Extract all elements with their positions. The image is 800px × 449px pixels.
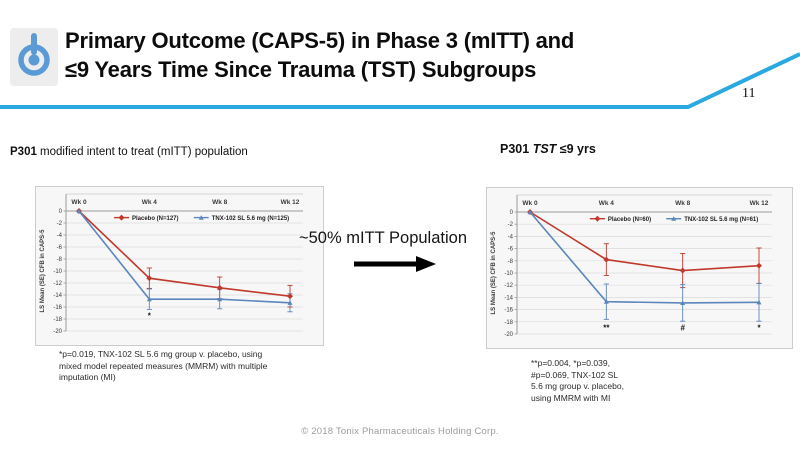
svg-text:Wk 8: Wk 8 — [212, 199, 228, 206]
svg-text:Wk 12: Wk 12 — [750, 200, 769, 207]
svg-text:-18: -18 — [504, 320, 513, 326]
svg-text:-12: -12 — [504, 283, 513, 289]
svg-text:-8: -8 — [508, 259, 514, 265]
copyright-footer: © 2018 Tonix Pharmaceuticals Holding Cor… — [301, 426, 499, 437]
right-chart-title-rest: ≤9 yrs — [556, 142, 596, 156]
svg-text:-10: -10 — [53, 269, 62, 275]
right-chart-footnote: **p=0.004, *p=0.039, #p=0.069, TNX-102 S… — [531, 358, 681, 404]
power-icon — [18, 33, 50, 76]
footnote-line: mixed model repeated measures (MMRM) wit… — [59, 360, 268, 371]
footnote-line: using MMRM with MI — [531, 392, 611, 403]
right-chart-title-emphasis: TST — [532, 142, 557, 156]
svg-text:-2: -2 — [57, 221, 63, 227]
page-title-line-2: ≤9 Years Time Since Trauma (TST) Subgrou… — [65, 57, 537, 82]
footnote-line: *p=0.019, TNX-102 SL 5.6 mg group v. pla… — [59, 349, 263, 359]
svg-text:*: * — [148, 312, 152, 321]
svg-text:-10: -10 — [504, 271, 513, 277]
svg-text:-16: -16 — [504, 308, 513, 314]
right-chart-title-prefix: P301 — [500, 142, 530, 156]
header-accent-line — [0, 52, 800, 109]
svg-text:-6: -6 — [57, 245, 63, 251]
svg-text:-14: -14 — [504, 295, 513, 301]
tst-chart: Wk 0 Wk 4 Wk 8 Wk 12 0 -2 -4 -6 -8 -10 -12 -14 -16 -1… — [486, 187, 793, 349]
svg-text:0: 0 — [510, 210, 514, 216]
svg-text:TNX-102 SL 5.6 mg (N=125): TNX-102 SL 5.6 mg (N=125) — [212, 216, 289, 222]
left-chart-title: P301 modified intent to treat (mITT) pop… — [10, 146, 248, 158]
left-chart-title-rest: modified intent to treat (mITT) populati… — [36, 146, 248, 158]
footnote-line: 5.6 mg group v. placebo, — [531, 381, 624, 391]
svg-text:Wk 4: Wk 4 — [142, 199, 158, 206]
svg-text:LS Mean (SE) CFB in CAPS-5: LS Mean (SE) CFB in CAPS-5 — [40, 229, 46, 313]
svg-text:-4: -4 — [508, 234, 514, 240]
svg-text:-12: -12 — [53, 281, 62, 287]
svg-text:-14: -14 — [53, 293, 62, 299]
svg-text:Wk 12: Wk 12 — [281, 199, 300, 206]
footnote-line: imputation (MI) — [59, 372, 116, 382]
arrow-right-icon — [354, 256, 436, 272]
left-chart-footnote: *p=0.019, TNX-102 SL 5.6 mg group v. pla… — [59, 349, 339, 384]
svg-text:Placebo (N=60): Placebo (N=60) — [608, 217, 651, 223]
page-title-line-1: Primary Outcome (CAPS-5) in Phase 3 (mIT… — [65, 28, 575, 53]
svg-text:Wk 0: Wk 0 — [71, 199, 87, 206]
svg-text:0: 0 — [59, 209, 63, 215]
svg-text:-18: -18 — [53, 317, 62, 323]
svg-text:-16: -16 — [53, 305, 62, 311]
svg-text:LS Mean (SE) CFB in CAPS-5: LS Mean (SE) CFB in CAPS-5 — [491, 231, 497, 315]
svg-text:Wk 0: Wk 0 — [522, 200, 538, 207]
svg-text:Wk 4: Wk 4 — [599, 200, 615, 207]
svg-text:-2: -2 — [508, 222, 514, 228]
footnote-line: #p=0.069, TNX-102 SL — [531, 369, 619, 380]
svg-text:-8: -8 — [57, 257, 63, 263]
page-title: Primary Outcome (CAPS-5) in Phase 3 (mIT… — [65, 26, 574, 84]
page-number: 11 — [742, 86, 756, 101]
svg-text:Placebo (N=127): Placebo (N=127) — [132, 216, 179, 222]
left-chart-title-prefix: P301 — [10, 146, 37, 158]
transition-label: ~50% mITT Population — [299, 229, 467, 247]
logo — [10, 28, 58, 86]
svg-text:#: # — [680, 323, 685, 332]
right-chart-title: P301 TST ≤9 yrs — [500, 142, 596, 156]
svg-text:Wk 8: Wk 8 — [675, 200, 691, 207]
chart-svg: Wk 0 Wk 4 Wk 8 Wk 12 0 -2 -4 -6 -8 -10 -12 -14 -16 -1… — [491, 194, 772, 338]
svg-text:-4: -4 — [57, 233, 63, 239]
footnote-line: **p=0.004, *p=0.039, — [531, 358, 610, 368]
svg-text:-6: -6 — [508, 247, 514, 253]
svg-text:**: ** — [603, 323, 610, 332]
svg-text:-20: -20 — [504, 332, 513, 338]
svg-text:TNX-102 SL 5.6 mg (N=61): TNX-102 SL 5.6 mg (N=61) — [684, 217, 758, 223]
mitt-chart: Wk 0 Wk 4 Wk 8 Wk 12 0 -2 -4 -6 -8 -10 -12 -14 -16 -1… — [35, 186, 324, 346]
svg-text:*: * — [757, 323, 761, 332]
svg-text:-20: -20 — [53, 329, 62, 335]
chart-svg: Wk 0 Wk 4 Wk 8 Wk 12 0 -2 -4 -6 -8 -10 -12 -14 -16 -1… — [40, 193, 303, 335]
